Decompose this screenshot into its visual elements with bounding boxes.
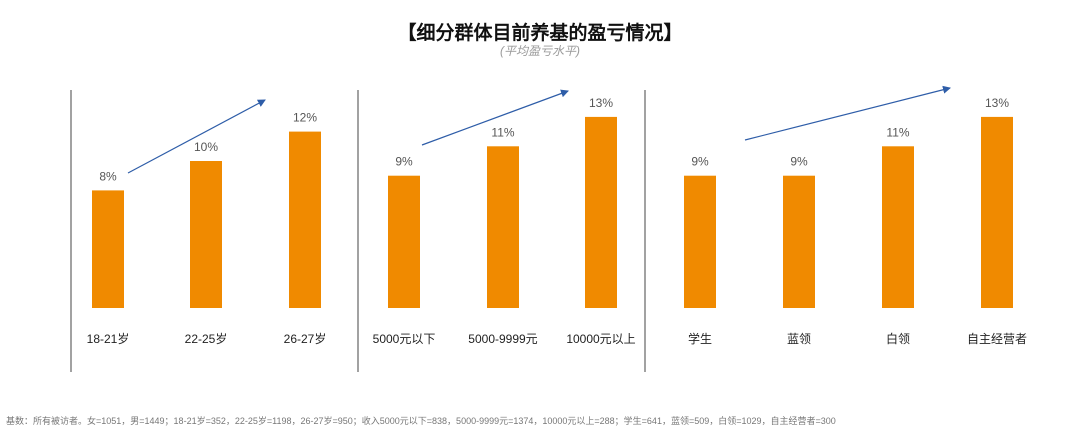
bar	[585, 116, 617, 309]
category-label: 10000元以上	[566, 332, 635, 346]
category-label: 5000-9999元	[468, 332, 537, 346]
bar	[487, 146, 519, 308]
category-label: 5000元以下	[373, 332, 436, 346]
bar	[684, 175, 716, 308]
category-label: 自主经营者	[967, 332, 1027, 346]
category-label: 白领	[886, 331, 910, 346]
value-label: 9%	[691, 155, 709, 169]
value-label: 9%	[395, 155, 413, 169]
bar	[190, 161, 222, 308]
value-label: 11%	[491, 125, 514, 139]
trend-arrow	[421, 89, 569, 146]
bar	[783, 175, 815, 308]
category-label: 学生	[688, 331, 712, 346]
value-label: 12%	[293, 111, 317, 125]
category-label: 26-27岁	[284, 331, 327, 346]
value-label: 11%	[886, 125, 909, 139]
bar	[289, 131, 321, 308]
trend-arrow	[127, 99, 266, 174]
chart-title: 【细分群体目前养基的盈亏情况】	[397, 23, 683, 44]
bar	[388, 175, 420, 308]
category-label: 18-21岁	[87, 331, 130, 346]
trend-arrow	[744, 85, 951, 141]
bar	[981, 116, 1013, 309]
category-label: 22-25岁	[185, 331, 228, 346]
bar	[882, 146, 914, 308]
value-label: 13%	[985, 96, 1009, 110]
bar	[92, 190, 124, 308]
category-label: 蓝领	[787, 332, 811, 346]
value-label: 10%	[194, 140, 218, 154]
value-label: 9%	[790, 155, 808, 169]
value-label: 8%	[99, 169, 117, 183]
chart-subtitle: (平均盈亏水平)	[500, 44, 580, 58]
base-footnote: 基数：所有被访者。女=1051，男=1449；18-21岁=352，22-25岁…	[6, 416, 836, 426]
value-label: 13%	[589, 96, 613, 110]
